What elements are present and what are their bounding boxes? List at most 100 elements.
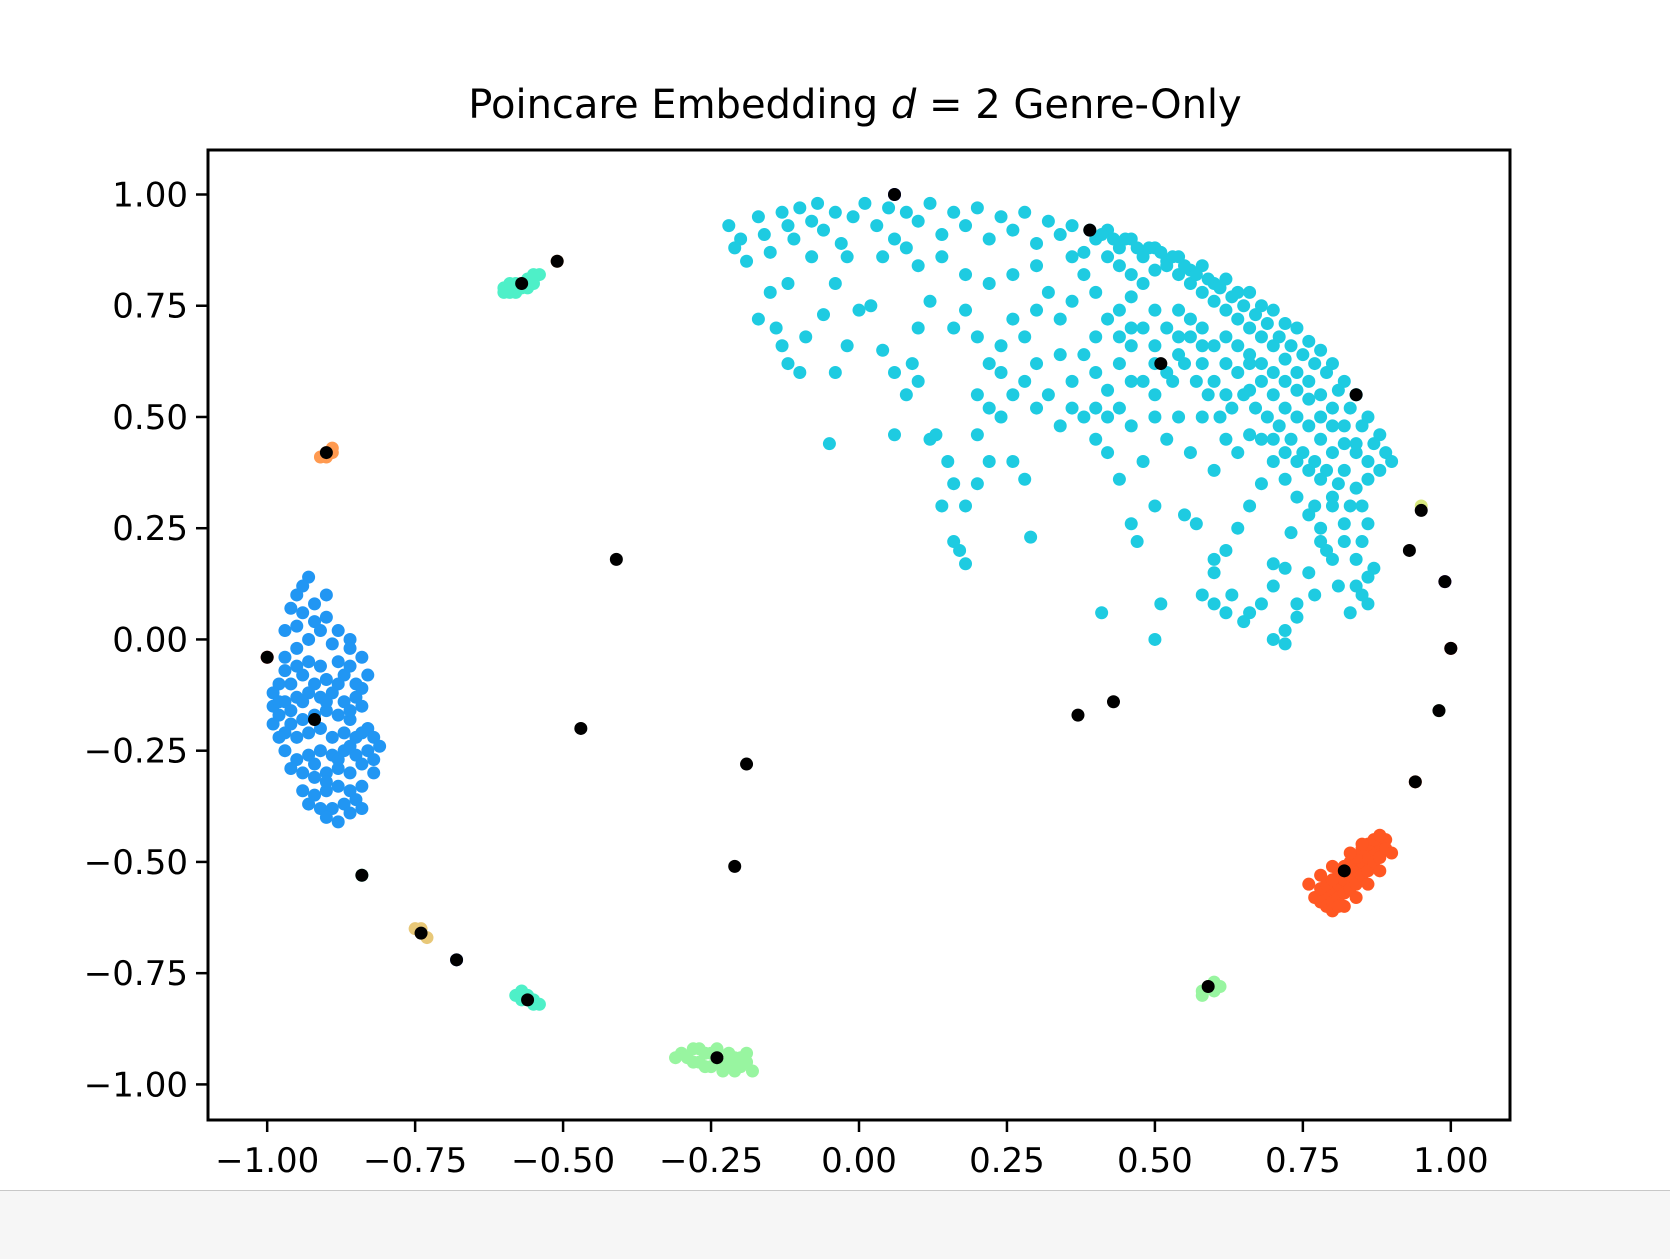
point-c0-141 (1278, 637, 1292, 651)
x-tick-label-6: 0.50 (1117, 1141, 1193, 1181)
point-c0-176 (899, 388, 913, 402)
point-c0-106 (1290, 410, 1304, 424)
point-c0-274 (1373, 463, 1387, 477)
point-c0-324 (1112, 401, 1126, 415)
point-c0-129 (1219, 543, 1233, 557)
point-c0-66 (1337, 419, 1351, 433)
point-c1-65 (355, 757, 369, 771)
point-c0-256 (1160, 321, 1174, 335)
point-c0-161 (1030, 401, 1044, 415)
point-c0-204 (1130, 535, 1144, 549)
point-c0-16 (846, 210, 860, 224)
point-c0-103 (1254, 374, 1268, 388)
point-c1-20 (319, 672, 333, 686)
center-point-27 (1106, 695, 1120, 709)
point-c0-147 (1278, 446, 1292, 460)
point-c0-333 (1266, 432, 1280, 446)
point-c0-239 (935, 250, 949, 264)
point-c0-151 (1183, 446, 1197, 460)
point-c0-31 (1018, 205, 1032, 219)
point-c0-12 (811, 196, 825, 210)
center-point-13 (1337, 864, 1351, 878)
point-c3-23 (669, 1051, 683, 1065)
point-c1-80 (319, 810, 333, 824)
point-c0-138 (1290, 597, 1304, 611)
point-c0-55 (1302, 334, 1316, 348)
point-c0-119 (1331, 579, 1345, 593)
point-c0-221 (982, 357, 996, 371)
point-c0-102 (1243, 348, 1257, 362)
point-c0-249 (970, 330, 984, 344)
point-c0-213 (1266, 557, 1280, 571)
point-c0-183 (822, 437, 836, 451)
y-tick-label-7: 0.75 (112, 287, 188, 327)
point-c1-92 (355, 650, 369, 664)
point-c0-317 (1343, 499, 1357, 513)
point-c0-3 (740, 254, 754, 268)
window-bottom-band (0, 1190, 1670, 1259)
point-c1-12 (290, 641, 304, 655)
point-c0-88 (1077, 348, 1091, 362)
point-c1-43 (290, 730, 304, 744)
point-c0-196 (941, 454, 955, 468)
point-c0-167 (959, 499, 973, 513)
center-point-18 (414, 926, 428, 940)
point-c0-67 (1325, 401, 1339, 415)
point-c0-32 (1030, 236, 1044, 250)
point-c1-58 (278, 744, 292, 758)
point-c1-105 (278, 664, 292, 678)
point-c1-14 (302, 655, 316, 669)
point-c0-174 (911, 374, 925, 388)
point-c0-321 (1172, 330, 1186, 344)
point-c1-104 (290, 659, 304, 673)
point-c0-64 (1361, 454, 1375, 468)
point-c2-37 (1349, 891, 1363, 905)
center-point-23 (574, 721, 588, 735)
center-point-12 (1408, 775, 1422, 789)
center-point-11 (1432, 704, 1446, 718)
point-c0-181 (840, 339, 854, 353)
point-c0-201 (1024, 530, 1038, 544)
point-c0-157 (1077, 410, 1091, 424)
point-c0-216 (1337, 535, 1351, 549)
point-c0-240 (911, 259, 925, 273)
point-c0-203 (1124, 517, 1138, 531)
point-c0-35 (1065, 219, 1079, 233)
point-c0-175 (905, 357, 919, 371)
point-c0-241 (899, 241, 913, 255)
point-c0-222 (994, 339, 1008, 353)
point-c1-38 (296, 713, 310, 727)
point-c0-160 (1041, 388, 1055, 402)
point-c0-260 (1207, 339, 1221, 353)
point-c0-93 (1136, 374, 1150, 388)
point-c0-107 (1302, 419, 1316, 433)
point-c0-339 (1308, 588, 1322, 602)
point-c0-4 (751, 210, 765, 224)
point-c0-262 (1231, 339, 1245, 353)
point-c2-40 (1385, 846, 1399, 860)
point-c0-110 (1337, 463, 1351, 477)
point-c1-72 (319, 784, 333, 798)
point-c0-282 (1284, 339, 1298, 353)
point-c0-139 (1278, 624, 1292, 638)
center-point-7 (1414, 503, 1428, 517)
y-tick-label-5: 0.25 (112, 509, 188, 549)
point-c1-81 (331, 815, 345, 829)
x-axis: −1.00 −0.75 −0.50 −0.25 0.00 0.25 0.50 0.75 1.00 (215, 1120, 1489, 1181)
point-c0-319 (1219, 357, 1233, 371)
point-c0-328 (1148, 410, 1162, 424)
point-c0-91 (1112, 357, 1126, 371)
point-c0-70 (1290, 365, 1304, 379)
point-c1-35 (331, 708, 345, 722)
point-c0-19 (882, 201, 896, 215)
point-c1-94 (319, 588, 333, 602)
point-c0-191 (799, 330, 813, 344)
point-c0-36 (1077, 245, 1091, 259)
point-c0-273 (1361, 472, 1375, 486)
point-c1-68 (367, 766, 381, 780)
point-c0-78 (1195, 285, 1209, 299)
point-c1-86 (284, 704, 298, 718)
point-c0-97 (1183, 330, 1197, 344)
point-c0-271 (1337, 437, 1351, 451)
point-c0-186 (769, 321, 783, 335)
